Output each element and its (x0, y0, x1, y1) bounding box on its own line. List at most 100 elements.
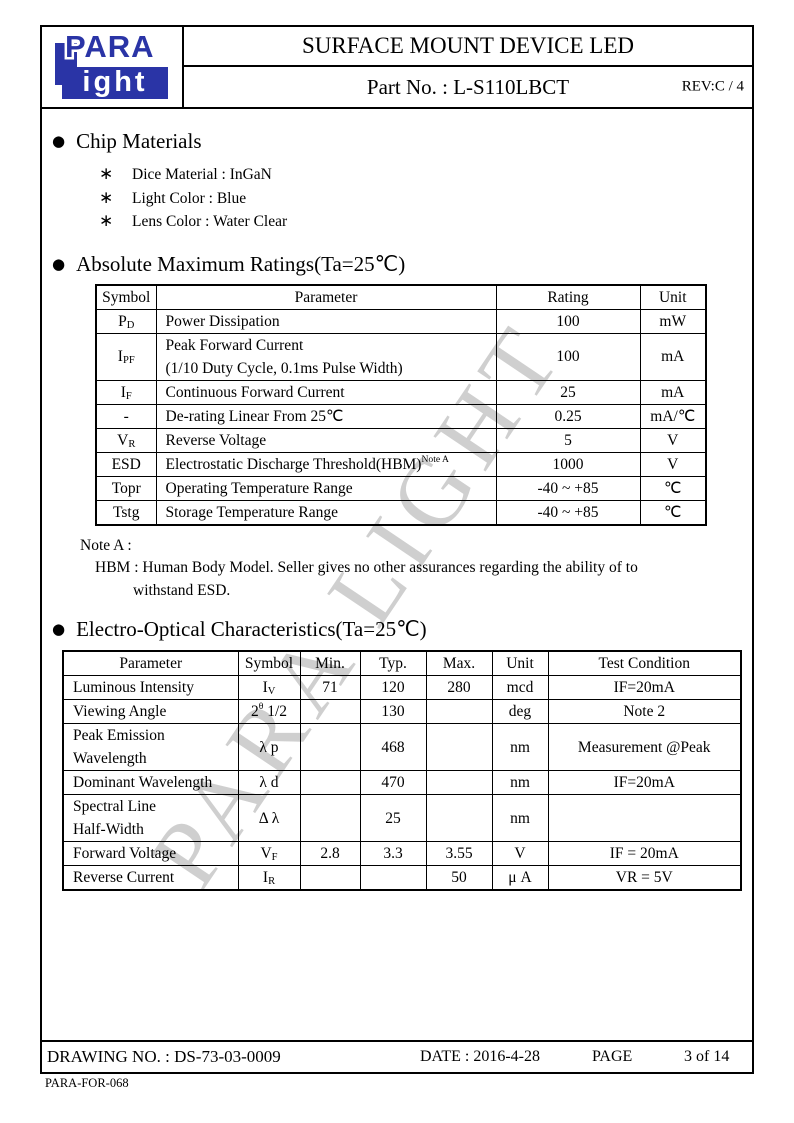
logo-cell: PARA ight (42, 27, 184, 107)
table-cell: V (491, 841, 549, 866)
section-heading-chip-materials: ● Chip Materials (52, 129, 752, 154)
table-cell: Dominant Wavelength (62, 770, 239, 795)
column-header: Symbol (237, 650, 301, 676)
table-cell: IPF (95, 332, 157, 381)
table-cell: Electrostatic Discharge Threshold(HBM)No… (155, 451, 497, 477)
column-header: Symbol (95, 284, 157, 310)
table-cell (425, 794, 493, 842)
table-cell: nm (491, 723, 549, 771)
header: PARA ight SURFACE MOUNT DEVICE LED Part … (42, 27, 752, 109)
table-cell: IF=20mA (547, 770, 742, 795)
note-line: withstand ESD. (133, 581, 231, 599)
table-cell: λ p (237, 723, 301, 771)
cell-line: Wavelength (73, 750, 147, 767)
column-header: Unit (639, 284, 707, 310)
section-heading-text: Absolute Maximum Ratings(Ta=25℃) (76, 251, 406, 276)
page-value: 3 of 14 (684, 1048, 730, 1065)
table-cell: 2.8 (299, 841, 361, 866)
document-title: SURFACE MOUNT DEVICE LED (184, 27, 752, 67)
table-cell: 71 (299, 675, 361, 700)
table-cell: mA (639, 379, 707, 405)
table-cell: Storage Temperature Range (155, 499, 497, 525)
list-item-text: Dice Material : InGaN (132, 166, 272, 183)
column-header: Test Condition (547, 650, 742, 676)
table-cell: Power Dissipation (155, 308, 497, 334)
table-cell: mA (639, 332, 707, 381)
cell-line: Spectral Line (73, 798, 157, 815)
table-cell: ESD (95, 451, 157, 477)
table-cell: IV (237, 675, 301, 700)
document-body: PARA LIGHT ● Chip Materials ∗ Dice Mater… (42, 109, 752, 1040)
text-segment: I (262, 869, 269, 886)
text-segment: I (120, 383, 126, 401)
table-row: Topr Operating Temperature Range -40 ~ +85… (95, 475, 707, 501)
cell-line: Peak Forward Current (165, 336, 304, 354)
sub-segment: PF (122, 355, 135, 366)
table-cell: Peak Forward Current (1/10 Duty Cycle, 0.… (155, 332, 497, 381)
notes: Note A : HBM : Human Body Model. Seller … (42, 535, 752, 603)
table-cell: 280 (425, 675, 493, 700)
sup-segment: θ (258, 701, 264, 712)
section-heading-electro-optical: ● Electro-Optical Characteristics(Ta=25℃… (52, 617, 752, 642)
cell-line: (1/10 Duty Cycle, 0.1ms Pulse Width) (165, 359, 403, 377)
form-code: PARA-FOR-068 (45, 1076, 129, 1090)
column-header: Unit (491, 650, 549, 676)
table-cell (425, 770, 493, 795)
asterisk-icon: ∗ (99, 211, 114, 231)
content: ● Chip Materials ∗ Dice Material : InGaN… (42, 129, 752, 891)
text-segment: Electrostatic Discharge Threshold(HBM) (165, 455, 422, 473)
text-segment: I (262, 679, 268, 696)
table-cell (359, 865, 427, 891)
column-header: Typ. (359, 650, 427, 676)
table-cell: Note 2 (547, 699, 742, 724)
document-frame: PARA ight SURFACE MOUNT DEVICE LED Part … (40, 25, 754, 1074)
table-cell: PD (95, 308, 157, 334)
sup-segment: Note A (421, 453, 449, 465)
table-row: PD Power Dissipation 100 mW (95, 308, 707, 334)
table-cell: 120 (359, 675, 427, 700)
sub-segment: D (126, 319, 135, 331)
page-label: PAGE (592, 1048, 633, 1065)
cell-line: Peak Emission (73, 727, 165, 744)
table-cell: VR (95, 427, 157, 453)
list-item-text: Lens Color : Water Clear (132, 213, 288, 230)
table-cell: V (639, 451, 707, 477)
table-cell: ℃ (639, 499, 707, 525)
table-cell: Topr (95, 475, 157, 501)
note-line: Note A : (80, 536, 132, 554)
asterisk-icon: ∗ (99, 187, 114, 208)
table-cell: deg (491, 699, 549, 724)
table-row: IPF Peak Forward Current (1/10 Duty Cycle,… (95, 332, 707, 381)
table-cell: 0.25 (495, 403, 641, 429)
table-cell: VF (237, 841, 301, 866)
cell-line: Half-Width (73, 821, 144, 838)
part-number: Part No. : L-S110LBCT (366, 74, 570, 99)
date-label: DATE : 2016-4-28 (420, 1048, 540, 1065)
column-header: Max. (425, 650, 493, 676)
table-row: Forward Voltage VF 2.8 3.3 3.55 V IF = 20mA (62, 841, 742, 866)
table-cell: De-rating Linear From 25℃ (155, 403, 497, 429)
logo-text-bottom: ight (62, 67, 168, 99)
table-cell: mW (639, 308, 707, 334)
table-cell: IF=20mA (547, 675, 742, 700)
table-cell: Measurement @Peak (547, 723, 742, 771)
section-heading-text: Chip Materials (76, 129, 202, 153)
table-cell: 3.3 (359, 841, 427, 866)
table-cell: IR (237, 865, 301, 891)
text-segment: I (117, 348, 123, 365)
table-cell: 25 (495, 379, 641, 405)
table-cell: 3.55 (425, 841, 493, 866)
para-light-logo-icon: PARA ight (52, 27, 172, 101)
table-cell (299, 794, 361, 842)
table-cell: - (95, 403, 157, 429)
absolute-maximum-ratings-table: Symbol Parameter Rating Unit PD Power Dissipa… (95, 283, 707, 526)
table-header-row: Symbol Parameter Rating Unit (95, 284, 707, 310)
table-row: Reverse Current IR 50 μ A VR = 5V (62, 865, 742, 891)
table-cell: Continuous Forward Current (155, 379, 497, 405)
logo-text-top: PARA (63, 27, 157, 67)
table-row: Tstg Storage Temperature Range -40 ~ +85 ℃ (95, 499, 707, 525)
table-cell (299, 699, 361, 724)
table-cell (299, 770, 361, 795)
table-cell (547, 794, 742, 842)
